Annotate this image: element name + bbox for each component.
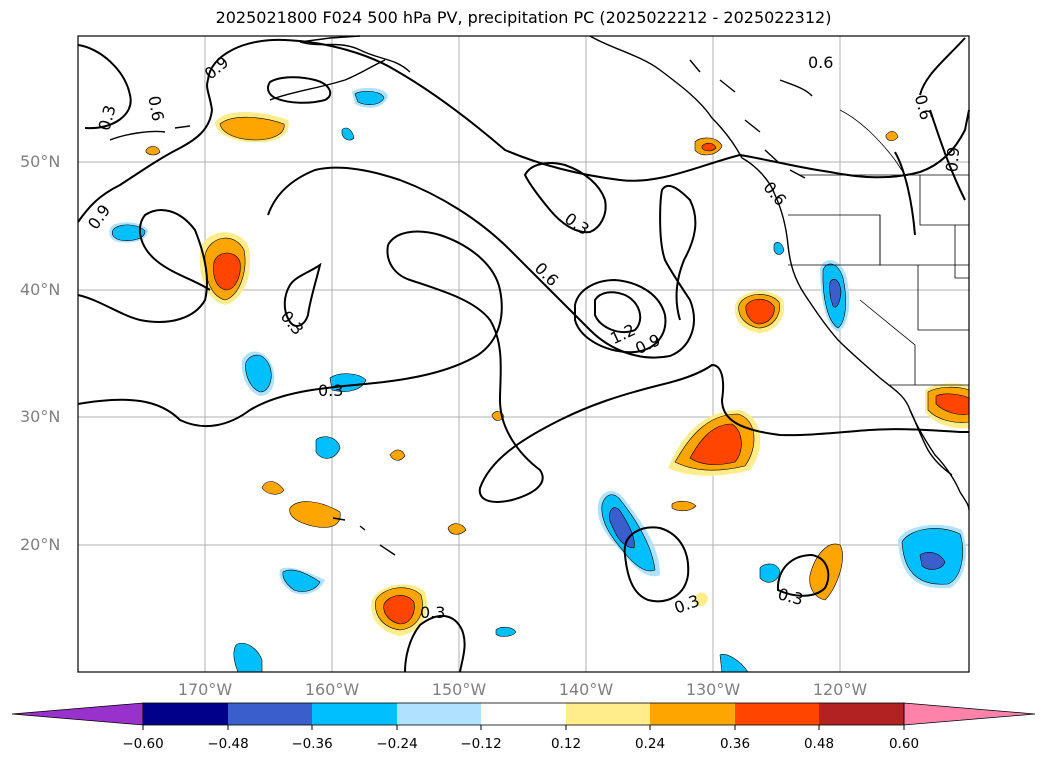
lon-label: 170°W <box>177 680 233 699</box>
colorbar-tick-label: −0.48 <box>207 736 249 752</box>
colorbar-tick-label: 0.36 <box>719 736 751 752</box>
colorbar-tick-label: 0.60 <box>888 736 920 752</box>
precip-positive-area <box>145 112 970 636</box>
colorbar <box>11 702 1036 730</box>
precip-shading <box>109 87 970 673</box>
colorbar-tick-label: 0.24 <box>634 736 666 752</box>
colorbar-tick-label: 0.48 <box>803 736 835 752</box>
contour-label: 0.9 <box>942 146 963 173</box>
colorbar-extend-high <box>903 702 1036 726</box>
map-title: 2025021800 F024 500 hPa PV, precipitatio… <box>215 8 832 27</box>
lat-label: 50°N <box>20 152 61 171</box>
lon-label: 130°W <box>685 680 741 699</box>
lat-label: 20°N <box>20 535 61 554</box>
contour-label: 0.3 <box>420 603 445 622</box>
colorbar-tick-label: −0.12 <box>460 736 502 752</box>
lon-label: 150°W <box>431 680 487 699</box>
colorbar-tick-label: −0.36 <box>291 736 333 752</box>
pv-contours <box>77 37 970 673</box>
precip-negative-area <box>109 87 966 673</box>
lon-label: 120°W <box>812 680 868 699</box>
contour-label: 0.6 <box>144 94 167 122</box>
colorbar-tick-label: −0.60 <box>122 736 164 752</box>
contour-label: 0.3 <box>318 381 343 400</box>
state-borders <box>788 109 969 386</box>
contour-labels: 0.9 0.3 0.6 0.6 0.3 0.6 0.9 0.3 0.3 0.6 … <box>84 52 963 622</box>
lat-label: 40°N <box>20 280 61 299</box>
coastlines <box>109 35 970 556</box>
lat-label: 30°N <box>20 407 61 426</box>
colorbar-extend-low <box>11 702 144 726</box>
lon-label: 140°W <box>558 680 614 699</box>
map-panel: 0.9 0.3 0.6 0.6 0.3 0.6 0.9 0.3 0.3 0.6 … <box>77 35 970 673</box>
lon-label: 160°W <box>304 680 360 699</box>
colorbar-tick-label: −0.24 <box>376 736 418 752</box>
contour-label: 0.6 <box>808 53 833 72</box>
colorbar-tick-label: 0.12 <box>550 736 582 752</box>
